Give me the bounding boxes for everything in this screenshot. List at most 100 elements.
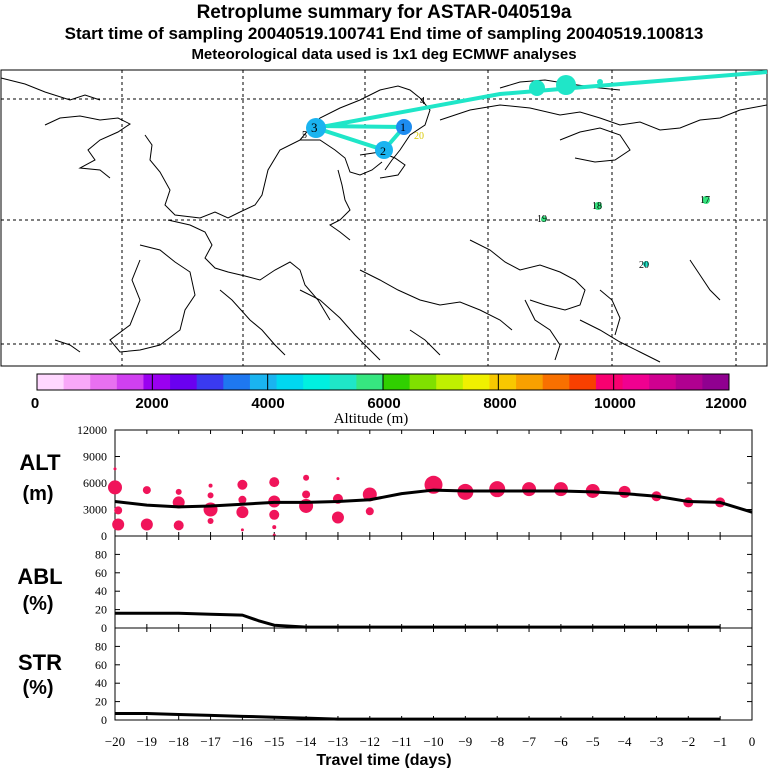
panel-ylabel: STR bbox=[18, 650, 62, 675]
map-label: 18 bbox=[592, 201, 602, 212]
x-tick-label: −17 bbox=[200, 734, 221, 749]
altitude-bubble bbox=[302, 490, 311, 499]
x-tick-label: −5 bbox=[586, 734, 600, 749]
map-frame bbox=[0, 69, 768, 367]
x-tick-label: 0 bbox=[749, 734, 756, 749]
altitude-bubble bbox=[618, 485, 631, 498]
altitude-bubble bbox=[272, 525, 277, 530]
colorbar-swatch bbox=[462, 374, 490, 390]
colorbar-swatch bbox=[63, 374, 91, 390]
map-label: 5 bbox=[302, 130, 307, 141]
y-tick-label: 60 bbox=[95, 566, 107, 580]
colorbar-swatch bbox=[37, 374, 65, 390]
colorbar-swatch bbox=[143, 374, 171, 390]
altitude-bubble bbox=[112, 518, 125, 531]
y-tick-label: 0 bbox=[101, 529, 107, 543]
y-tick-label: 9000 bbox=[83, 450, 107, 464]
altitude-bubble bbox=[208, 483, 213, 488]
altitude-bubble bbox=[108, 480, 122, 495]
y-tick-label: 0 bbox=[101, 621, 107, 635]
colorbar-swatch bbox=[303, 374, 331, 390]
altitude-bubble bbox=[269, 477, 280, 488]
plume-cluster-3 bbox=[306, 118, 326, 138]
map-label: 1 bbox=[400, 120, 406, 134]
colorbar-swatch bbox=[542, 374, 570, 390]
y-tick-label: 0 bbox=[101, 713, 107, 727]
y-tick-label: 20 bbox=[95, 695, 107, 709]
map-cluster-labels: 4 3 5 1 20 2 19 18 17 20 bbox=[302, 96, 710, 271]
panel-ylabel: ABL bbox=[17, 564, 62, 589]
x-tick-label: −14 bbox=[296, 734, 317, 749]
altitude-bubble bbox=[237, 479, 248, 490]
panel-ylabel: ALT bbox=[19, 450, 61, 475]
plume-cluster-1 bbox=[396, 119, 412, 135]
map-label: 20 bbox=[639, 260, 649, 271]
plume-point-18 bbox=[594, 202, 602, 210]
colorbar-tick: 6000 bbox=[367, 395, 400, 412]
plume-point-17 bbox=[702, 196, 710, 204]
altitude-bubble bbox=[113, 467, 117, 471]
colorbar-swatch bbox=[569, 374, 597, 390]
plume-cluster-2 bbox=[375, 141, 393, 159]
map-label: 4 bbox=[420, 96, 425, 107]
colorbar-swatch bbox=[223, 374, 251, 390]
altitude-bubble bbox=[207, 517, 214, 524]
map-panel: 4 3 5 1 20 2 19 18 17 20 bbox=[0, 69, 768, 367]
colorbar-tick: 0 bbox=[31, 395, 39, 412]
x-tick-label: −11 bbox=[392, 734, 412, 749]
map-label: 3 bbox=[311, 120, 318, 135]
y-tick-label: 80 bbox=[95, 639, 107, 653]
x-tick-label: −4 bbox=[618, 734, 632, 749]
x-tick-label: −15 bbox=[264, 734, 284, 749]
colorbar-tick: 12000 bbox=[705, 395, 747, 412]
x-tick-label: −6 bbox=[554, 734, 568, 749]
panel-str: 0 20 40 60 80 STR(%) bbox=[18, 627, 753, 727]
colorbar-tick: 8000 bbox=[483, 395, 516, 412]
altitude-bubble bbox=[236, 506, 249, 519]
y-tick-label: 40 bbox=[95, 676, 107, 690]
altitude-bubble bbox=[114, 506, 123, 515]
y-tick-label: 80 bbox=[95, 547, 107, 561]
x-tick-label: −10 bbox=[423, 734, 443, 749]
y-tick-label: 60 bbox=[95, 658, 107, 672]
altitude-bubble bbox=[240, 528, 244, 532]
altitude-bubble bbox=[269, 509, 280, 520]
colorbar-swatch bbox=[675, 374, 703, 390]
x-tick-label: −2 bbox=[681, 734, 695, 749]
colorbar-tick: 10000 bbox=[594, 395, 636, 412]
time-series-panels: 030006000900012000ALT(m)020406080ABL(%)0… bbox=[17, 423, 755, 749]
panel-abl: 0 20 40 60 80 ABL (%) bbox=[17, 535, 753, 635]
map-label: 19 bbox=[537, 214, 547, 225]
colorbar-swatch bbox=[196, 374, 224, 390]
plume-trajectory bbox=[306, 70, 768, 267]
colorbar-swatch bbox=[595, 374, 624, 390]
colorbar-swatch bbox=[649, 374, 677, 390]
plume-point bbox=[597, 79, 603, 85]
altitude-bubble bbox=[365, 507, 374, 516]
series-line bbox=[115, 611, 721, 629]
x-tick-label: −13 bbox=[328, 734, 348, 749]
map-label: 17 bbox=[700, 195, 710, 206]
y-tick-label: 3000 bbox=[83, 503, 107, 517]
colorbar-swatch bbox=[116, 374, 144, 390]
x-tick-labels: −20 −19 −18 −17 −16 −15 −14 −13 −12 −11 −10 −9 −8 −7−… bbox=[105, 734, 755, 749]
colorbar-swatch bbox=[249, 374, 278, 390]
colorbar-swatch bbox=[489, 374, 517, 390]
colorbar-swatch bbox=[702, 374, 730, 390]
altitude-bubble bbox=[336, 477, 340, 481]
x-tick-label: −20 bbox=[105, 734, 125, 749]
altitude-bubble bbox=[553, 482, 568, 497]
altitude-bubble bbox=[489, 481, 506, 498]
altitude-colorbar bbox=[36, 373, 730, 391]
map-label: 20 bbox=[414, 131, 424, 142]
x-tick-label: −16 bbox=[232, 734, 253, 749]
colorbar-swatch bbox=[170, 374, 198, 390]
colorbar-swatch bbox=[436, 374, 464, 390]
altitude-bubble bbox=[331, 511, 344, 524]
x-tick-label: −9 bbox=[458, 734, 472, 749]
colorbar-swatch bbox=[516, 374, 544, 390]
x-tick-label: −18 bbox=[169, 734, 189, 749]
plume-cluster-4b bbox=[556, 75, 576, 95]
colorbar-swatch bbox=[409, 374, 437, 390]
